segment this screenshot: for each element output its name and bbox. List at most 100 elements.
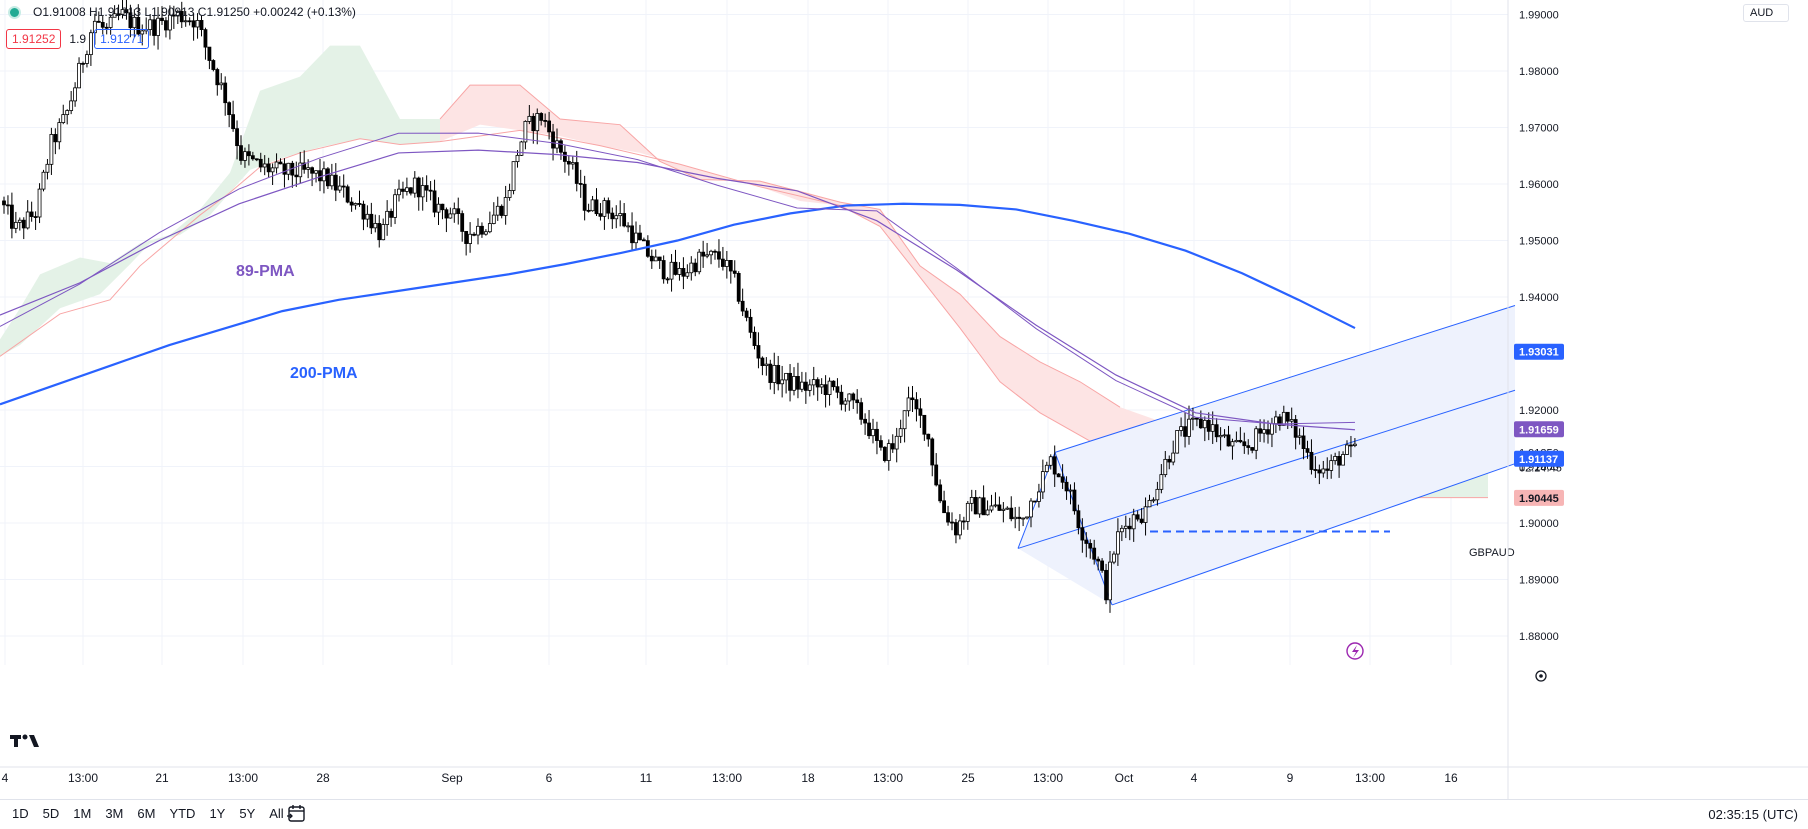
candle-up bbox=[1353, 443, 1357, 446]
candle-down bbox=[361, 203, 366, 220]
candle-down bbox=[401, 188, 405, 192]
range-6m[interactable]: 6M bbox=[137, 806, 156, 821]
candle-down bbox=[53, 134, 58, 143]
x-tick-label: 9 bbox=[1287, 771, 1294, 785]
range-1d[interactable]: 1D bbox=[12, 806, 29, 821]
candle-up bbox=[1297, 435, 1302, 438]
candle-up bbox=[476, 225, 480, 236]
candle-up bbox=[1005, 507, 1010, 510]
candle-up bbox=[590, 199, 595, 212]
candle-up bbox=[902, 410, 907, 430]
price-tag: 1.91659 bbox=[1514, 421, 1564, 438]
candle-up bbox=[385, 210, 390, 225]
candle-down bbox=[851, 393, 856, 401]
x-tick-label: Sep bbox=[441, 771, 463, 785]
candle-down bbox=[566, 161, 571, 165]
candle-down bbox=[104, 26, 109, 29]
currency-selector[interactable]: AUD bbox=[1743, 4, 1789, 22]
candle-up bbox=[965, 502, 970, 522]
range-3m[interactable]: 3M bbox=[105, 806, 124, 821]
range-1m[interactable]: 1M bbox=[73, 806, 92, 821]
candle-up bbox=[906, 397, 911, 412]
x-tick-label: 6 bbox=[546, 771, 553, 785]
candle-down bbox=[551, 131, 555, 149]
time-axis[interactable]: 4 13:00 21 13:00 28 Sep 6 11 13:00 18 13:00 25 13:00… bbox=[0, 670, 1808, 785]
ohlc-legend: O1.91008 H1.91313 L1.90913 C1.91250 +0.0… bbox=[8, 5, 356, 19]
candle-down bbox=[547, 120, 551, 133]
candle-down bbox=[559, 140, 563, 153]
bid-price[interactable]: 1.91252 bbox=[6, 29, 62, 49]
range-ytd[interactable]: YTD bbox=[169, 806, 196, 821]
candle-up bbox=[898, 428, 903, 437]
y-tick-label: 1.98000 bbox=[1519, 66, 1559, 78]
candle-down bbox=[1206, 419, 1211, 432]
candle-up bbox=[89, 32, 93, 56]
candle-up bbox=[1155, 488, 1160, 501]
candle-down bbox=[191, 20, 196, 28]
candle-down bbox=[211, 60, 216, 70]
ask-price[interactable]: 1.91271 bbox=[94, 29, 150, 49]
candle-down bbox=[531, 115, 536, 132]
candle-up bbox=[724, 260, 729, 267]
candle-down bbox=[310, 167, 315, 174]
candle-up bbox=[989, 505, 994, 511]
candle-down bbox=[598, 213, 603, 217]
candle-up bbox=[393, 194, 397, 218]
candle-up bbox=[827, 380, 832, 395]
x-tick-label: 16 bbox=[1444, 771, 1458, 785]
price-tag: 1.93031 bbox=[1514, 343, 1564, 360]
candle-up bbox=[487, 223, 492, 233]
candle-down bbox=[1309, 451, 1314, 470]
candle-down bbox=[254, 158, 259, 161]
candle-down bbox=[760, 357, 765, 366]
candle-down bbox=[81, 62, 85, 65]
candle-up bbox=[515, 154, 520, 163]
candle-down bbox=[1096, 558, 1101, 562]
candle-down bbox=[997, 504, 1002, 511]
candle-down bbox=[227, 102, 232, 116]
candle-up bbox=[1151, 499, 1156, 502]
candle-up bbox=[495, 205, 500, 216]
candle-down bbox=[460, 213, 465, 232]
x-tick-label: 13:00 bbox=[1033, 771, 1063, 785]
candle-down bbox=[171, 14, 176, 17]
range-1y[interactable]: 1Y bbox=[209, 806, 226, 821]
candle-down bbox=[882, 446, 887, 461]
x-tick-label: 4 bbox=[1191, 771, 1198, 785]
candle-up bbox=[156, 17, 160, 36]
candle-down bbox=[207, 46, 212, 61]
candle-down bbox=[239, 145, 243, 161]
candle-up bbox=[353, 203, 358, 206]
range-5d[interactable]: 5D bbox=[42, 806, 60, 821]
candle-down bbox=[21, 219, 26, 229]
candle-up bbox=[535, 113, 540, 132]
utc-clock[interactable]: 02:35:15 (UTC) bbox=[1708, 807, 1798, 822]
candle-up bbox=[772, 364, 777, 383]
tradingview-logo-icon bbox=[10, 733, 42, 754]
candle-down bbox=[788, 372, 792, 391]
candle-down bbox=[752, 331, 757, 346]
candle-down bbox=[721, 258, 725, 267]
x-tick-label: 28 bbox=[316, 771, 330, 785]
candle-up bbox=[1187, 418, 1191, 437]
candle-up bbox=[262, 163, 267, 168]
candle-down bbox=[96, 20, 101, 23]
candle-up bbox=[65, 110, 70, 116]
price-axis[interactable]: 2.000001.990001.980001.970001.960001.950… bbox=[1507, 0, 1564, 800]
candle-down bbox=[199, 20, 204, 31]
candle-down bbox=[1033, 500, 1037, 503]
candle-down bbox=[1198, 418, 1203, 429]
candle-up bbox=[843, 400, 848, 405]
candle-up bbox=[503, 197, 508, 216]
candle-down bbox=[160, 17, 164, 22]
candle-up bbox=[183, 20, 188, 23]
candle-up bbox=[800, 381, 804, 390]
range-5y[interactable]: 5Y bbox=[239, 806, 256, 821]
candle-down bbox=[29, 211, 34, 217]
candle-down bbox=[657, 256, 662, 261]
candle-down bbox=[661, 260, 666, 280]
range-all[interactable]: All bbox=[269, 806, 284, 821]
candle-up bbox=[337, 185, 342, 191]
calendar-range-icon[interactable] bbox=[286, 804, 308, 824]
